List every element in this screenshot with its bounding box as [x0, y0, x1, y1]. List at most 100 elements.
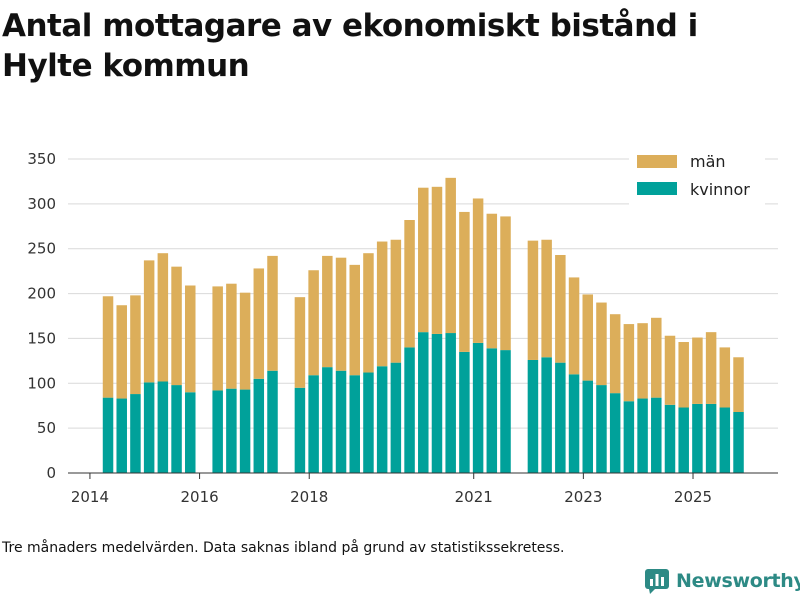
bar-kvinnor [226, 388, 237, 473]
bar-man [294, 297, 306, 388]
legend: män kvinnor [629, 150, 765, 206]
bar-man [733, 357, 744, 412]
bar-man [596, 302, 607, 386]
bar-man [376, 241, 388, 367]
x-axis-ticks: 2014 2016 2018 2021 2023 2025 [71, 473, 712, 506]
bar-kvinnor [472, 342, 484, 473]
bar-kvinnor [267, 370, 278, 473]
bar-man [623, 324, 635, 402]
bar-man [418, 187, 429, 333]
y-tick-label: 300 [27, 195, 56, 213]
footnote: Tre månaders medelvärden. Data saknas ib… [2, 540, 565, 556]
bar-kvinnor [239, 389, 251, 473]
bar-kvinnor [404, 347, 415, 473]
bar-man [664, 335, 676, 405]
bar-man [431, 186, 443, 334]
bar-kvinnor [733, 411, 744, 473]
y-tick-label: 0 [46, 464, 56, 482]
bar-kvinnor [143, 382, 155, 473]
bar-man [719, 347, 731, 408]
bar-man [692, 337, 703, 404]
bar-kvinnor [171, 385, 182, 473]
y-axis-ticks: 0 50 100 150 200 250 300 350 [27, 150, 56, 482]
bar-kvinnor [116, 398, 127, 473]
x-tick-label: 2021 [455, 488, 493, 506]
bar-kvinnor [609, 393, 621, 473]
y-tick-label: 50 [37, 419, 56, 437]
bar-kvinnor [678, 407, 689, 473]
bar-man [651, 317, 662, 398]
bar-kvinnor [294, 387, 306, 473]
chart-title: Antal mottagare av ekonomiskt bistånd i … [2, 8, 698, 84]
bar-man [143, 260, 155, 383]
bar-kvinnor [157, 381, 169, 473]
bar-kvinnor [527, 359, 539, 473]
bar-man [705, 332, 717, 404]
bar-man [459, 211, 470, 352]
legend-label-men: män [690, 152, 726, 171]
bar-kvinnor [445, 333, 456, 473]
x-tick-label: 2018 [290, 488, 328, 506]
bar-kvinnor [705, 403, 717, 473]
bar-kvinnor [212, 390, 223, 473]
y-tick-label: 250 [27, 240, 56, 258]
bar-kvinnor [719, 407, 731, 473]
bar-man [130, 295, 141, 395]
x-tick-label: 2014 [71, 488, 109, 506]
bar-kvinnor [555, 362, 566, 473]
bar-man [363, 253, 374, 373]
bar-kvinnor [582, 380, 594, 473]
bar-man [226, 283, 237, 389]
bar-kvinnor [459, 351, 470, 473]
bar-man [527, 240, 539, 360]
bar-kvinnor [431, 333, 443, 473]
bar-man [322, 255, 333, 368]
bar-man [609, 314, 621, 394]
bar-kvinnor [130, 394, 141, 473]
bar-kvinnor [568, 374, 580, 473]
x-tick-label: 2025 [674, 488, 712, 506]
y-tick-label: 100 [27, 374, 56, 392]
bar-man [472, 198, 484, 343]
bars [102, 177, 744, 473]
bar-man [486, 213, 498, 349]
bar-man [157, 253, 169, 382]
bar-man [102, 296, 114, 398]
bar-man [568, 277, 580, 375]
bar-kvinnor [335, 370, 347, 473]
bar-kvinnor [308, 375, 319, 473]
brand-logo[interactable]: Newsworthy [644, 568, 800, 594]
bar-man [335, 257, 347, 371]
bar-man [253, 268, 265, 379]
bar-kvinnor [363, 372, 374, 473]
bar-kvinnor [637, 398, 648, 473]
bar-man [267, 255, 278, 371]
y-tick-label: 150 [27, 329, 56, 347]
bar-man [390, 239, 402, 363]
bar-man [678, 342, 689, 408]
bar-man [541, 239, 552, 358]
bar-man [582, 294, 594, 381]
bar-kvinnor [102, 397, 114, 473]
y-tick-label: 350 [27, 150, 56, 168]
bar-kvinnor [500, 350, 511, 473]
bar-kvinnor [418, 332, 429, 473]
bar-man [637, 323, 648, 399]
bar-kvinnor [651, 397, 662, 473]
x-tick-label: 2016 [180, 488, 218, 506]
bar-man [404, 220, 415, 348]
bar-man [171, 266, 182, 386]
brand-name: Newsworthy [676, 570, 800, 592]
x-tick-label: 2023 [564, 488, 602, 506]
bar-man [212, 286, 223, 391]
bar-man [445, 177, 456, 334]
legend-swatch-men [637, 155, 677, 168]
bar-kvinnor [623, 401, 635, 473]
bar-kvinnor [541, 357, 552, 473]
bar-kvinnor [664, 404, 676, 473]
bar-kvinnor [486, 348, 498, 473]
bar-kvinnor [185, 392, 196, 473]
y-tick-label: 200 [27, 285, 56, 303]
bar-man [185, 285, 196, 393]
